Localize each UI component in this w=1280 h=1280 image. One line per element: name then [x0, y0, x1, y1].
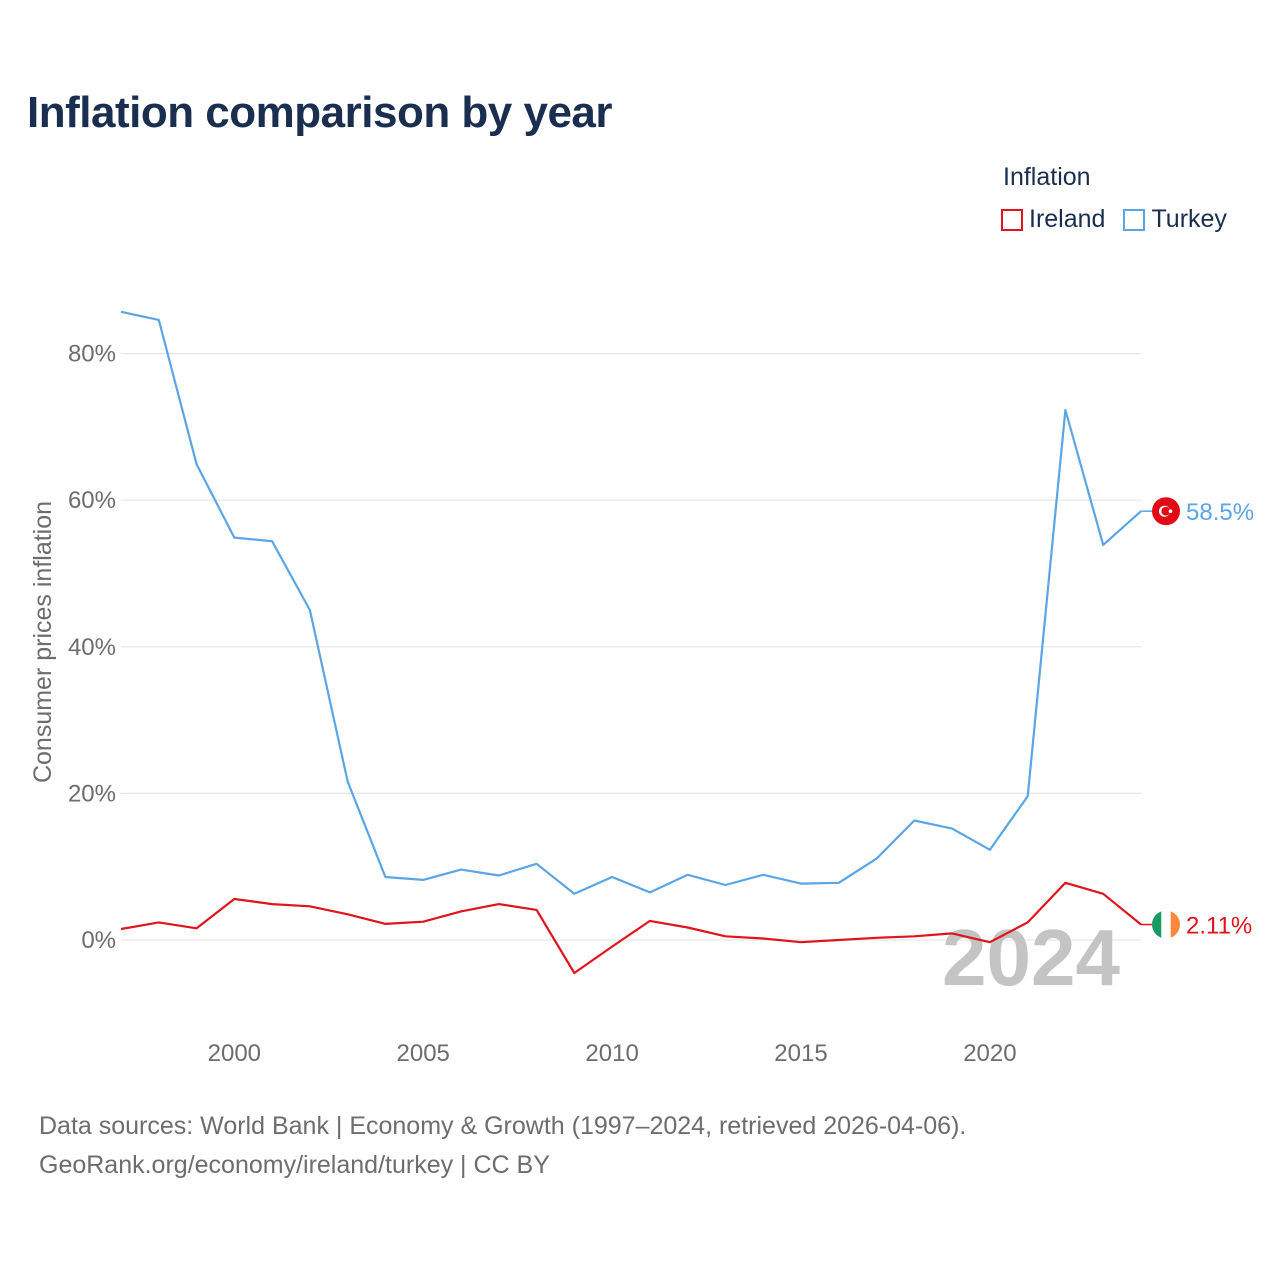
legend-label-ireland: Ireland — [1029, 205, 1106, 233]
flag-stripe-orange — [1170, 910, 1180, 939]
y-tick-label: 80% — [68, 341, 116, 368]
line-chart: 0% 20% 40% 60% 80% 2000 2005 2010 2015 2020 Cons… — [29, 310, 1254, 1067]
legend-swatch-ireland — [1001, 208, 1023, 231]
legend-title: Inflation — [1003, 163, 1091, 191]
source-note: Data sources: World Bank | Economy & Gro… — [39, 1107, 966, 1185]
series-line-turkey[interactable] — [120, 310, 1142, 895]
x-tick-label: 2020 — [963, 1040, 1016, 1067]
x-tick-label: 2010 — [585, 1040, 638, 1067]
x-tick-label: 2005 — [397, 1040, 450, 1067]
year-watermark: 2024 — [942, 913, 1120, 1002]
end-value-label-ireland: 2.11% — [1186, 913, 1252, 940]
legend-swatch-turkey — [1123, 208, 1146, 231]
y-tick-label: 20% — [68, 780, 116, 807]
flag-stripe-white — [1161, 910, 1171, 939]
y-tick-label: 0% — [81, 927, 116, 954]
x-axis-ticks: 2000 2005 2010 2015 2020 — [208, 1040, 1017, 1067]
series-line-ireland[interactable] — [120, 881, 1142, 975]
x-tick-label: 2015 — [774, 1040, 827, 1067]
x-tick-label: 2000 — [208, 1040, 261, 1067]
flag-crescent-inner — [1161, 506, 1171, 516]
end-labels: 58.5% 2.11% — [1141, 497, 1254, 940]
turkey-flag — [1152, 497, 1180, 526]
gridlines — [121, 353, 1141, 941]
legend-item-ireland[interactable]: Ireland — [1001, 205, 1105, 234]
y-tick-label: 40% — [68, 634, 116, 661]
series-lines — [120, 310, 1142, 975]
end-value-label-turkey: 58.5% — [1186, 499, 1254, 526]
chart-title: Inflation comparison by year — [27, 88, 613, 137]
y-tick-label: 60% — [68, 487, 116, 514]
legend: Ireland Turkey — [1001, 205, 1227, 234]
ireland-flag — [1152, 910, 1180, 939]
source-line-1: Data sources: World Bank | Economy & Gro… — [39, 1112, 967, 1140]
source-line-2[interactable]: GeoRank.org/economy/ireland/turkey | CC … — [39, 1151, 550, 1179]
flag-star — [1168, 509, 1173, 513]
y-axis-label: Consumer prices inflation — [29, 501, 57, 783]
legend-item-turkey[interactable]: Turkey — [1123, 205, 1227, 234]
flag-stripe-green — [1152, 910, 1162, 939]
y-axis-ticks: 0% 20% 40% 60% 80% — [68, 341, 116, 954]
legend-label-turkey: Turkey — [1151, 205, 1227, 233]
